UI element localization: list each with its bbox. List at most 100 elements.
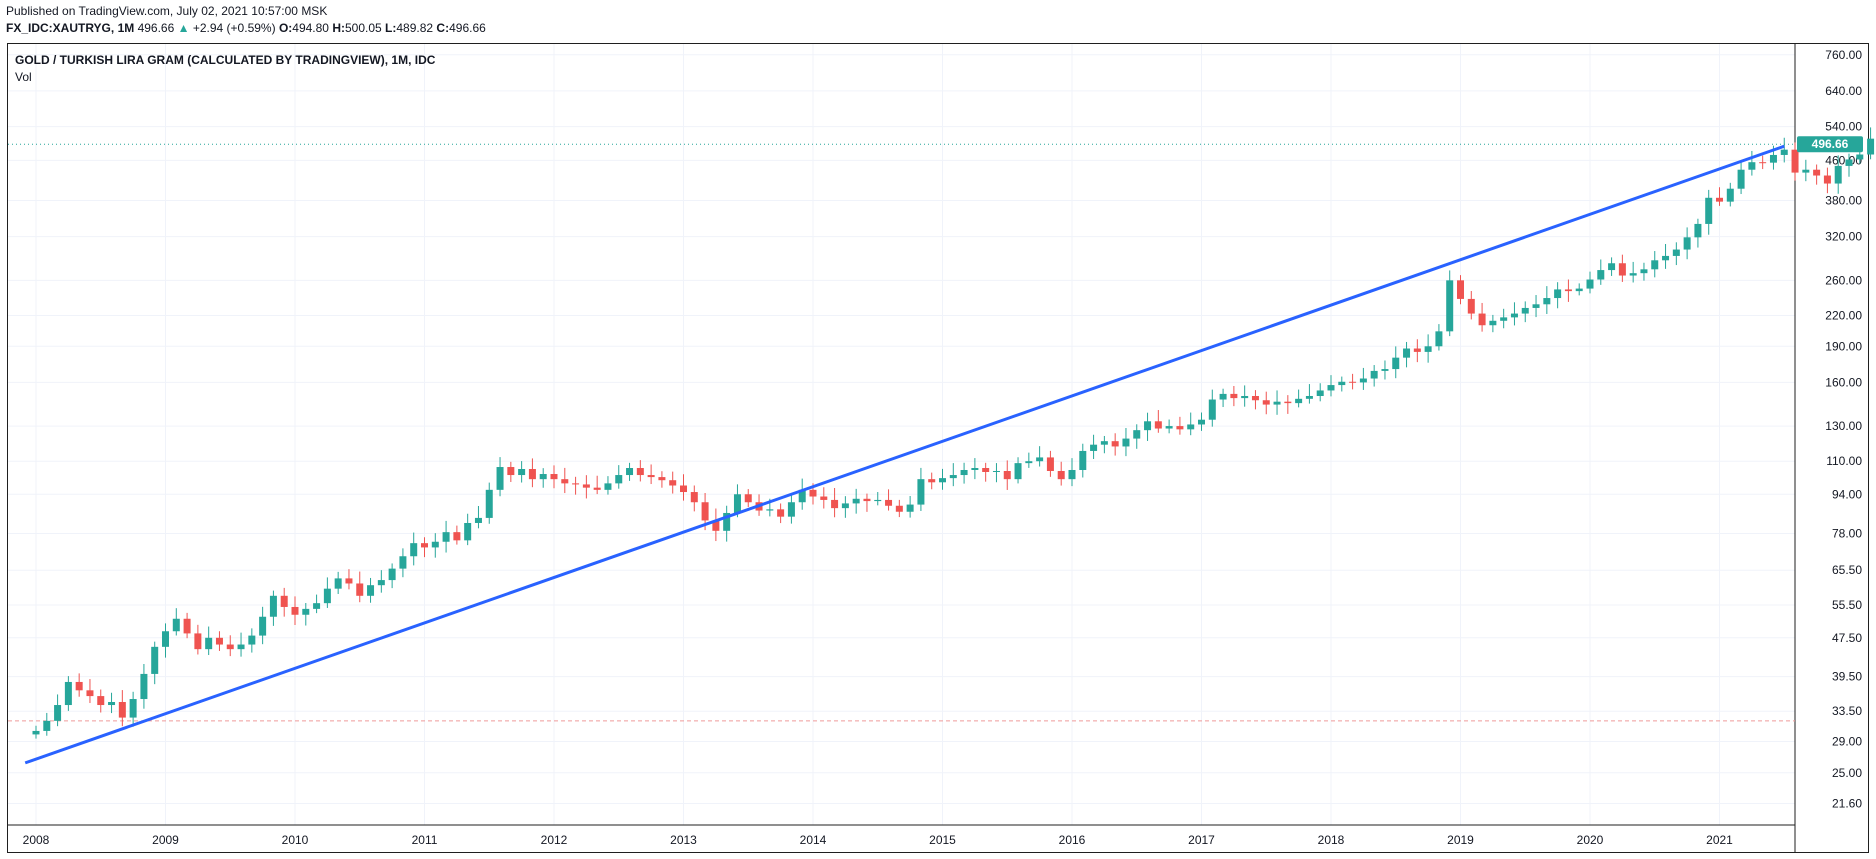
candle-body[interactable]	[345, 578, 353, 584]
candle-body[interactable]	[1435, 331, 1443, 347]
candle-body[interactable]	[1316, 390, 1324, 396]
candle-body[interactable]	[302, 608, 310, 615]
candle-body[interactable]	[626, 468, 634, 476]
candle-body[interactable]	[237, 644, 245, 650]
candle-body[interactable]	[1046, 457, 1054, 471]
candle-body[interactable]	[1834, 165, 1842, 184]
candle-body[interactable]	[885, 499, 893, 506]
candle-body[interactable]	[1392, 357, 1400, 370]
candle-body[interactable]	[831, 499, 839, 509]
candle-body[interactable]	[1705, 197, 1713, 224]
candle-body[interactable]	[766, 509, 774, 511]
candle-body[interactable]	[1662, 255, 1670, 261]
candle-body[interactable]	[140, 673, 148, 700]
candle-body[interactable]	[32, 730, 40, 735]
candle-body[interactable]	[680, 485, 687, 493]
candle-body[interactable]	[1133, 430, 1141, 439]
candle-body[interactable]	[377, 580, 385, 586]
candle-body[interactable]	[1154, 421, 1162, 429]
candle-body[interactable]	[162, 631, 169, 647]
candle-body[interactable]	[593, 487, 601, 490]
candle-body[interactable]	[334, 578, 342, 589]
candle-body[interactable]	[1521, 307, 1529, 314]
candle-body[interactable]	[367, 585, 375, 596]
candle-body[interactable]	[410, 543, 418, 557]
candle-body[interactable]	[1003, 470, 1011, 480]
candle-body[interactable]	[582, 484, 590, 488]
candle-body[interactable]	[1057, 470, 1065, 480]
candle-body[interactable]	[1338, 381, 1346, 386]
candle-body[interactable]	[960, 469, 968, 476]
candle-body[interactable]	[1273, 401, 1281, 405]
candle-body[interactable]	[356, 583, 364, 596]
candle-body[interactable]	[1284, 401, 1292, 404]
candle-body[interactable]	[129, 699, 137, 718]
candle-body[interactable]	[269, 595, 277, 617]
candle-body[interactable]	[982, 468, 990, 472]
candle-body[interactable]	[615, 475, 623, 484]
candle-body[interactable]	[669, 480, 677, 486]
candle-body[interactable]	[172, 618, 180, 632]
candle-body[interactable]	[1457, 280, 1464, 299]
candle-body[interactable]	[1349, 381, 1357, 383]
candle-body[interactable]	[1651, 260, 1659, 270]
candle-body[interactable]	[1446, 280, 1454, 332]
candle-body[interactable]	[874, 499, 882, 502]
candle-body[interactable]	[572, 483, 580, 485]
candle-body[interactable]	[690, 492, 698, 503]
candle-body[interactable]	[561, 479, 569, 484]
candle-body[interactable]	[205, 637, 213, 650]
candle-body[interactable]	[1780, 149, 1788, 155]
candle-body[interactable]	[421, 543, 428, 548]
candle-body[interactable]	[1564, 289, 1572, 292]
candle-body[interactable]	[399, 556, 407, 569]
candle-body[interactable]	[1532, 304, 1540, 308]
candle-body[interactable]	[1413, 348, 1421, 352]
candle-body[interactable]	[485, 489, 493, 518]
candle-body[interactable]	[528, 469, 536, 480]
candle-body[interactable]	[1856, 154, 1864, 160]
candle-body[interactable]	[971, 468, 979, 470]
candle-body[interactable]	[388, 568, 396, 581]
candle-body[interactable]	[550, 474, 558, 480]
candle-body[interactable]	[723, 512, 731, 531]
candle-body[interactable]	[1543, 298, 1551, 305]
candle-body[interactable]	[1230, 393, 1238, 399]
candle-body[interactable]	[97, 696, 105, 706]
candle-body[interactable]	[43, 720, 51, 731]
candle-body[interactable]	[1176, 426, 1184, 430]
candle-body[interactable]	[1489, 320, 1497, 326]
candle-body[interactable]	[1381, 369, 1389, 371]
candle-body[interactable]	[194, 633, 202, 650]
candle-body[interactable]	[1597, 270, 1605, 280]
candle-body[interactable]	[1802, 169, 1810, 173]
candle-body[interactable]	[215, 637, 223, 645]
candle-body[interactable]	[464, 522, 472, 541]
candle-body[interactable]	[1359, 378, 1367, 383]
candle-body[interactable]	[1370, 370, 1378, 379]
candle-body[interactable]	[712, 520, 720, 531]
candle-body[interactable]	[507, 467, 515, 476]
candle-body[interactable]	[787, 502, 795, 517]
candle-body[interactable]	[1845, 159, 1853, 166]
candle-body[interactable]	[1327, 385, 1335, 391]
candle-body[interactable]	[863, 498, 871, 502]
candle-body[interactable]	[1759, 162, 1767, 164]
candle-body[interactable]	[54, 705, 62, 721]
candle-body[interactable]	[1295, 398, 1303, 404]
candle-body[interactable]	[1467, 298, 1475, 314]
candle-body[interactable]	[777, 509, 785, 517]
candle-body[interactable]	[86, 690, 94, 697]
candle-body[interactable]	[518, 469, 526, 476]
candle-body[interactable]	[1219, 393, 1227, 400]
candle-body[interactable]	[1100, 441, 1108, 445]
candle-body[interactable]	[291, 606, 299, 615]
candle-body[interactable]	[151, 646, 159, 674]
candle-body[interactable]	[442, 532, 450, 542]
candle-body[interactable]	[809, 489, 817, 497]
candle-body[interactable]	[1748, 162, 1756, 170]
candle-body[interactable]	[1090, 444, 1098, 451]
candle-body[interactable]	[928, 479, 936, 483]
candle-body[interactable]	[1737, 169, 1745, 189]
